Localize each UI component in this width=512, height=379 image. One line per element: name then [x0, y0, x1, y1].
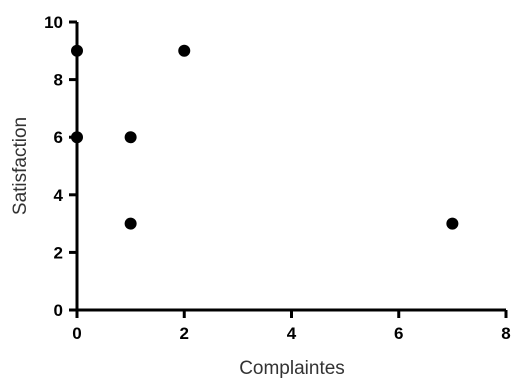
- y-tick-label: 2: [54, 243, 63, 262]
- x-ticks: 0 2 4 6 8: [72, 310, 511, 343]
- data-point: [124, 131, 137, 144]
- y-ticks: 0 2 4 6 8 10: [44, 13, 77, 320]
- y-tick-label: 0: [54, 301, 63, 320]
- data-point: [446, 217, 459, 230]
- y-tick-label: 4: [54, 186, 64, 205]
- y-tick-label: 8: [54, 71, 63, 90]
- plot-area: 0 2 4 6 8 0 2 4 6 8 10: [44, 13, 511, 343]
- x-axis-title: Complaintes: [239, 358, 345, 379]
- y-tick-label: 10: [44, 13, 63, 32]
- y-axis-title: Satisfaction: [10, 117, 31, 215]
- data-point: [178, 44, 191, 57]
- data-point: [124, 217, 137, 230]
- x-tick-label: 4: [287, 324, 297, 343]
- x-tick-label: 0: [72, 324, 81, 343]
- x-tick-label: 8: [501, 324, 510, 343]
- y-tick-label: 6: [54, 128, 63, 147]
- x-tick-label: 6: [394, 324, 403, 343]
- data-points: [71, 44, 459, 230]
- x-tick-label: 2: [180, 324, 189, 343]
- data-point: [71, 44, 83, 57]
- data-point: [71, 131, 83, 144]
